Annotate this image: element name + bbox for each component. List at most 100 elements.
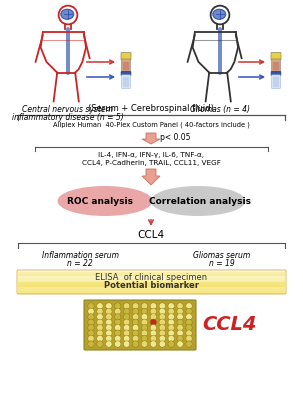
- Circle shape: [168, 319, 175, 326]
- Text: ROC analysis: ROC analysis: [67, 196, 133, 206]
- Circle shape: [123, 330, 130, 336]
- FancyBboxPatch shape: [18, 288, 285, 289]
- Circle shape: [159, 330, 165, 336]
- Circle shape: [159, 324, 165, 331]
- Circle shape: [177, 341, 183, 347]
- Circle shape: [106, 319, 112, 326]
- FancyBboxPatch shape: [18, 286, 285, 288]
- Text: Correlation analysis: Correlation analysis: [149, 196, 251, 206]
- FancyBboxPatch shape: [18, 271, 285, 273]
- Circle shape: [186, 314, 192, 320]
- Text: CCL4, P-Cadherin, TRAIL, CCL11, VEGF: CCL4, P-Cadherin, TRAIL, CCL11, VEGF: [82, 160, 221, 166]
- Circle shape: [159, 319, 165, 326]
- Circle shape: [88, 319, 94, 326]
- Text: CCL4: CCL4: [138, 230, 165, 240]
- FancyBboxPatch shape: [18, 273, 285, 275]
- Ellipse shape: [213, 9, 226, 19]
- Circle shape: [186, 319, 192, 326]
- Circle shape: [106, 330, 112, 336]
- FancyBboxPatch shape: [18, 282, 285, 284]
- Circle shape: [177, 324, 183, 331]
- Circle shape: [88, 314, 94, 320]
- Circle shape: [115, 330, 121, 336]
- Polygon shape: [142, 169, 160, 185]
- Circle shape: [97, 319, 103, 326]
- Circle shape: [115, 335, 121, 342]
- Circle shape: [123, 341, 130, 347]
- Circle shape: [141, 314, 148, 320]
- Ellipse shape: [151, 186, 245, 216]
- Circle shape: [150, 330, 157, 336]
- Ellipse shape: [61, 9, 74, 19]
- Circle shape: [115, 319, 121, 326]
- Circle shape: [186, 335, 192, 342]
- Circle shape: [106, 335, 112, 342]
- Circle shape: [106, 314, 112, 320]
- FancyBboxPatch shape: [123, 62, 129, 70]
- Circle shape: [150, 341, 157, 347]
- Circle shape: [141, 324, 148, 331]
- FancyBboxPatch shape: [273, 77, 279, 87]
- Circle shape: [141, 330, 148, 336]
- FancyBboxPatch shape: [121, 52, 131, 60]
- Circle shape: [123, 314, 130, 320]
- Circle shape: [97, 314, 103, 320]
- Text: Gliomas serum: Gliomas serum: [193, 251, 251, 260]
- Circle shape: [132, 303, 139, 309]
- Circle shape: [88, 335, 94, 342]
- FancyBboxPatch shape: [84, 300, 196, 350]
- Circle shape: [168, 341, 175, 347]
- Circle shape: [132, 308, 139, 315]
- Circle shape: [115, 308, 121, 315]
- Circle shape: [150, 303, 157, 309]
- Circle shape: [106, 324, 112, 331]
- Circle shape: [186, 303, 192, 309]
- Circle shape: [186, 308, 192, 315]
- Circle shape: [115, 314, 121, 320]
- Circle shape: [141, 303, 148, 309]
- FancyBboxPatch shape: [18, 291, 285, 292]
- FancyBboxPatch shape: [18, 290, 285, 291]
- Text: Allplex Human  40-Plex Custom Panel ( 40-factors include ): Allplex Human 40-Plex Custom Panel ( 40-…: [52, 122, 249, 128]
- Circle shape: [132, 319, 139, 326]
- Text: Potential biomarker: Potential biomarker: [104, 282, 198, 290]
- Circle shape: [150, 308, 157, 315]
- Circle shape: [168, 335, 175, 342]
- Circle shape: [186, 324, 192, 331]
- Circle shape: [177, 314, 183, 320]
- Circle shape: [186, 330, 192, 336]
- Circle shape: [177, 319, 183, 326]
- Text: n = 19: n = 19: [209, 259, 235, 268]
- Circle shape: [132, 330, 139, 336]
- FancyBboxPatch shape: [272, 59, 280, 71]
- Circle shape: [115, 341, 121, 347]
- FancyBboxPatch shape: [18, 283, 285, 285]
- Circle shape: [177, 335, 183, 342]
- FancyBboxPatch shape: [18, 281, 285, 282]
- Circle shape: [141, 335, 148, 342]
- Circle shape: [159, 335, 165, 342]
- Circle shape: [88, 324, 94, 331]
- Circle shape: [168, 314, 175, 320]
- FancyBboxPatch shape: [123, 77, 129, 87]
- Circle shape: [141, 308, 148, 315]
- Circle shape: [177, 303, 183, 309]
- Circle shape: [88, 330, 94, 336]
- Circle shape: [97, 303, 103, 309]
- Circle shape: [123, 308, 130, 315]
- Circle shape: [97, 335, 103, 342]
- Circle shape: [97, 341, 103, 347]
- Circle shape: [88, 308, 94, 315]
- FancyBboxPatch shape: [18, 280, 285, 282]
- Circle shape: [186, 341, 192, 347]
- Circle shape: [168, 308, 175, 315]
- FancyBboxPatch shape: [18, 274, 285, 276]
- Text: n = 22: n = 22: [67, 259, 93, 268]
- Polygon shape: [142, 133, 160, 144]
- FancyBboxPatch shape: [18, 292, 285, 294]
- Circle shape: [123, 303, 130, 309]
- FancyBboxPatch shape: [122, 59, 130, 71]
- Circle shape: [150, 335, 157, 342]
- Text: CCL4: CCL4: [203, 316, 257, 334]
- Circle shape: [168, 324, 175, 331]
